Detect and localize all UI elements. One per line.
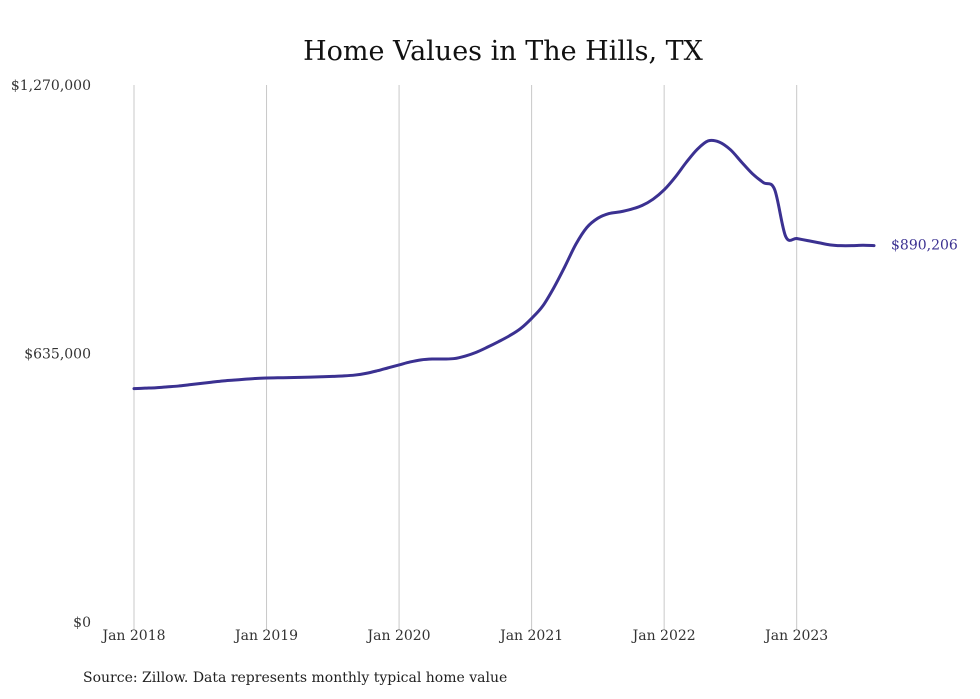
data-point bbox=[497, 340, 500, 343]
data-point bbox=[784, 235, 787, 238]
data-point bbox=[287, 376, 290, 379]
data-point bbox=[364, 372, 368, 375]
x-tick-label: Jan 2022 bbox=[631, 628, 696, 644]
data-point bbox=[176, 384, 180, 388]
data-point bbox=[740, 160, 743, 164]
data-point bbox=[408, 360, 412, 364]
data-point bbox=[210, 381, 213, 384]
data-point bbox=[320, 375, 323, 378]
x-tick-label: Jan 2023 bbox=[763, 628, 828, 644]
data-point bbox=[508, 334, 511, 337]
data-point bbox=[685, 161, 688, 164]
data-point bbox=[651, 197, 655, 201]
x-tick-label: Jan 2019 bbox=[233, 628, 298, 644]
data-point bbox=[464, 354, 467, 358]
data-point bbox=[541, 304, 544, 308]
data-point bbox=[640, 204, 644, 207]
data-point bbox=[453, 357, 456, 360]
data-point bbox=[828, 243, 832, 247]
data-point bbox=[519, 327, 522, 330]
data-point bbox=[165, 385, 169, 389]
data-point bbox=[773, 188, 776, 191]
data-point bbox=[806, 239, 809, 242]
data-point bbox=[375, 369, 379, 373]
data-point bbox=[221, 379, 224, 383]
data-point bbox=[309, 375, 312, 379]
y-tick-label: $1,270,000 bbox=[11, 78, 91, 94]
data-point bbox=[596, 216, 600, 220]
end-value-label: $890,206 bbox=[891, 238, 958, 254]
axis-labels: Jan 2018 Jan 2019 Jan 2020 Jan 2021 Jan 2022… bbox=[11, 78, 828, 644]
data-point bbox=[629, 208, 633, 211]
chart-title: Home Values in The Hills, TX bbox=[303, 36, 704, 67]
data-point bbox=[331, 375, 335, 378]
data-point bbox=[751, 172, 754, 175]
data-point bbox=[265, 376, 268, 380]
data-point bbox=[585, 226, 589, 229]
data-point bbox=[132, 387, 136, 390]
data-point bbox=[850, 244, 854, 247]
data-point bbox=[817, 241, 820, 244]
data-point bbox=[574, 243, 577, 246]
data-point bbox=[618, 210, 622, 214]
data-point bbox=[872, 244, 876, 247]
data-point bbox=[419, 358, 423, 362]
data-point bbox=[762, 181, 765, 184]
data-point bbox=[662, 188, 666, 192]
data-point bbox=[188, 383, 191, 386]
data-point bbox=[475, 351, 478, 354]
x-tick-label: Jan 2021 bbox=[498, 628, 563, 644]
source-note: Source: Zillow. Data represents monthly … bbox=[83, 670, 507, 686]
data-point bbox=[298, 376, 301, 379]
data-point bbox=[254, 377, 257, 380]
y-tick-label: $0 bbox=[73, 615, 91, 631]
x-tick-label: Jan 2020 bbox=[366, 628, 431, 644]
x-tick-label: Jan 2018 bbox=[100, 628, 165, 644]
data-point bbox=[486, 345, 489, 349]
data-point bbox=[696, 148, 699, 151]
data-point bbox=[386, 366, 390, 370]
data-point bbox=[707, 139, 710, 143]
data-point bbox=[143, 386, 147, 390]
data-point bbox=[442, 357, 445, 361]
series-layer bbox=[132, 138, 876, 391]
series-line bbox=[132, 138, 876, 391]
data-point bbox=[342, 374, 346, 378]
data-point bbox=[243, 378, 246, 381]
data-point bbox=[530, 317, 533, 320]
data-point bbox=[729, 148, 732, 151]
data-point bbox=[431, 357, 434, 361]
data-point bbox=[673, 175, 677, 179]
data-point bbox=[353, 373, 357, 377]
y-tick-label: $635,000 bbox=[24, 347, 91, 363]
data-point bbox=[199, 382, 202, 385]
data-point bbox=[232, 378, 235, 382]
data-point bbox=[154, 386, 158, 389]
data-point bbox=[795, 237, 798, 240]
data-point bbox=[276, 376, 279, 380]
vertical-gridlines bbox=[133, 85, 798, 630]
data-point bbox=[397, 363, 401, 367]
data-point bbox=[607, 212, 611, 215]
data-point bbox=[552, 286, 555, 290]
data-point bbox=[563, 265, 566, 269]
data-point bbox=[718, 140, 721, 144]
data-point bbox=[839, 244, 843, 247]
data-point bbox=[861, 244, 865, 247]
